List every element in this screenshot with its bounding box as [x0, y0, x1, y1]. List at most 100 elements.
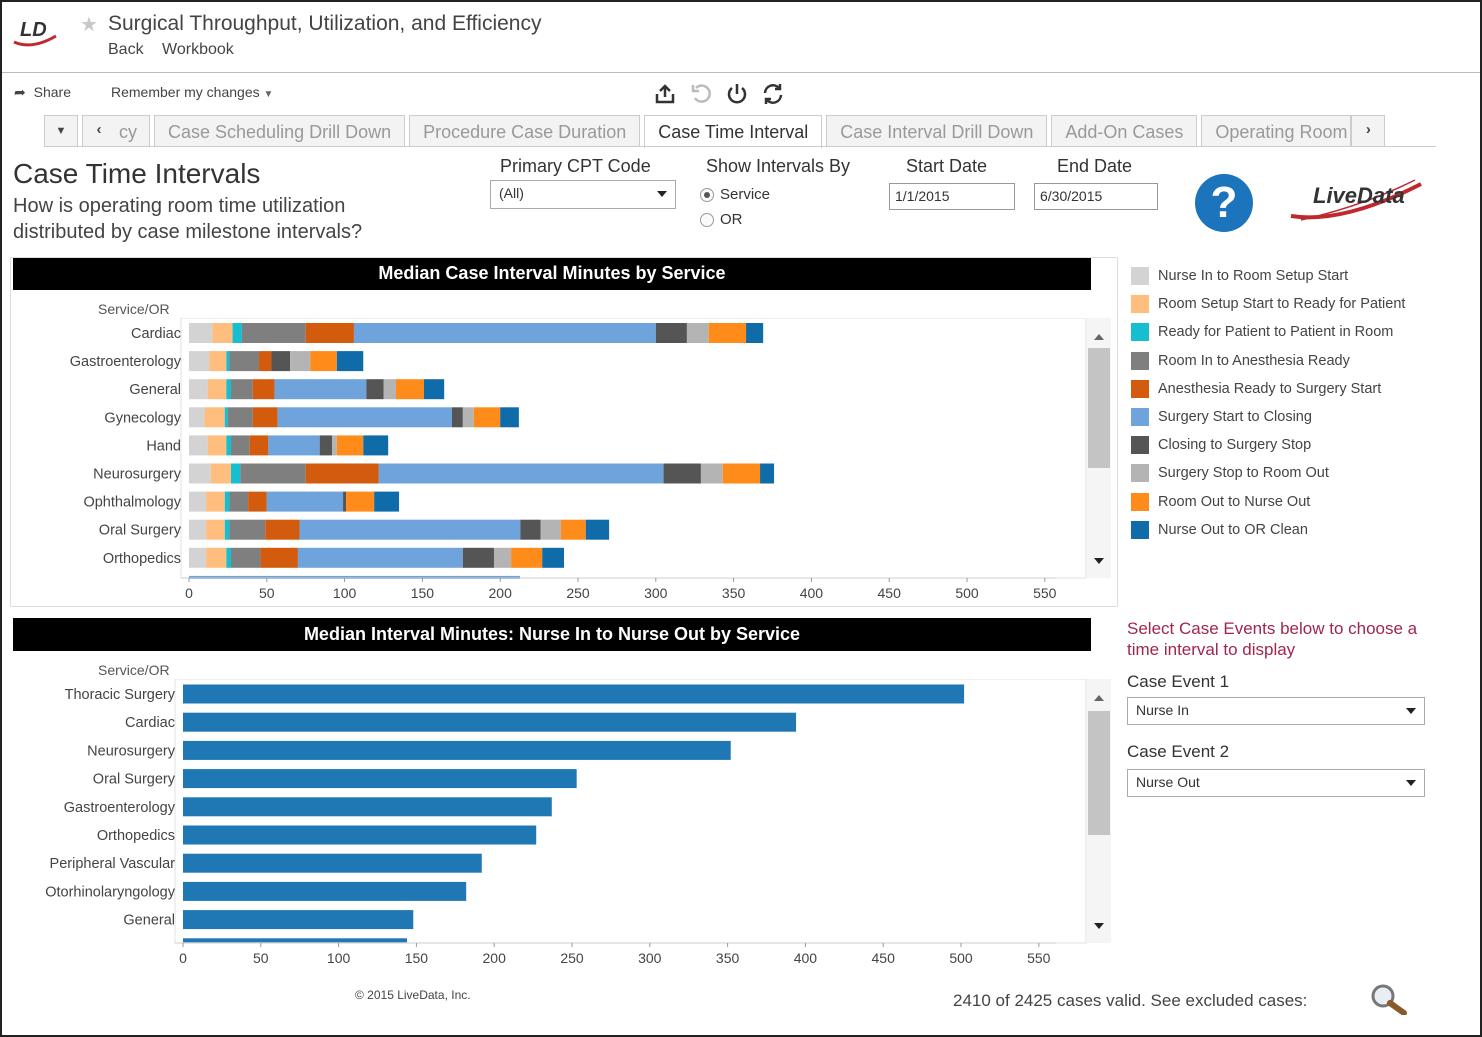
bar-segment[interactable]	[462, 547, 494, 568]
bar-segment[interactable]	[353, 323, 656, 343]
bar-segment[interactable]	[277, 407, 452, 428]
bar-segment[interactable]	[383, 379, 396, 400]
bar-segment[interactable]	[212, 323, 233, 343]
bar-segment[interactable]	[207, 435, 227, 456]
bar-segment[interactable]	[241, 323, 306, 343]
bar-segment[interactable]	[206, 547, 227, 568]
scrollbar-thumb[interactable]	[1088, 348, 1110, 468]
case-event-2-dropdown[interactable]: Nurse Out	[1127, 769, 1425, 797]
undo-icon[interactable]	[689, 82, 713, 106]
bar-segment[interactable]	[209, 351, 227, 372]
bar-segment[interactable]	[259, 351, 272, 372]
bar[interactable]	[183, 712, 797, 732]
legend-item[interactable]: Room Out to Nurse Out	[1131, 488, 1405, 516]
bar-segment[interactable]	[266, 491, 344, 512]
radio-or[interactable]: OR	[700, 211, 743, 228]
bar-segment[interactable]	[290, 351, 311, 372]
bar-segment[interactable]	[511, 547, 543, 568]
bar-segment[interactable]	[540, 519, 561, 540]
bar-segment[interactable]	[310, 351, 337, 372]
bar-segment[interactable]	[229, 351, 260, 372]
bar-segment[interactable]	[423, 379, 445, 400]
bar-segment[interactable]	[655, 323, 687, 343]
scroll-up-icon[interactable]	[1094, 334, 1104, 340]
bar-segment[interactable]	[722, 463, 761, 484]
bar-segment[interactable]	[542, 547, 564, 568]
bar-segment[interactable]	[462, 407, 474, 428]
bar-segment[interactable]	[700, 463, 723, 484]
scroll-down-icon[interactable]	[1094, 923, 1104, 929]
bar-segment[interactable]	[363, 435, 389, 456]
remember-changes-dropdown[interactable]: Remember my changes ▼	[111, 84, 273, 100]
bar-segment[interactable]	[210, 463, 232, 484]
legend-item[interactable]: Ready for Patient to Patient in Room	[1131, 318, 1405, 346]
bar-segment[interactable]	[260, 547, 298, 568]
bar-segment[interactable]	[297, 547, 463, 568]
bar-segment[interactable]	[206, 519, 225, 540]
bar-segment[interactable]	[189, 351, 210, 372]
bar-segment[interactable]	[271, 351, 291, 372]
tab-next-button[interactable]: ›	[1351, 115, 1386, 146]
start-date-input[interactable]: 1/1/2015	[889, 183, 1015, 210]
legend-item[interactable]: Nurse Out to OR Clean	[1131, 516, 1405, 544]
bar-segment[interactable]	[206, 491, 225, 512]
legend-item[interactable]: Nurse In to Room Setup Start	[1131, 262, 1405, 290]
bar[interactable]	[183, 740, 731, 760]
bar-segment[interactable]	[231, 379, 253, 400]
bar-segment[interactable]	[274, 379, 367, 400]
legend-item[interactable]: Room In to Anesthesia Ready	[1131, 347, 1405, 375]
bar-segment[interactable]	[305, 323, 354, 343]
bar-segment[interactable]	[207, 379, 227, 400]
back-link[interactable]: Back	[108, 41, 144, 58]
bar-segment[interactable]	[248, 491, 267, 512]
end-date-input[interactable]: 6/30/2015	[1034, 183, 1158, 210]
tab-operating-room[interactable]: Operating Room	[1201, 115, 1352, 146]
bar-segment[interactable]	[299, 519, 521, 540]
bar-segment[interactable]	[336, 435, 364, 456]
bar-segment[interactable]	[305, 463, 379, 484]
legend-item[interactable]: Surgery Stop to Room Out	[1131, 459, 1405, 487]
bar-segment[interactable]	[343, 491, 347, 512]
bar-segment[interactable]	[332, 435, 337, 456]
bar-segment[interactable]	[451, 407, 463, 428]
scroll-down-icon[interactable]	[1094, 558, 1104, 564]
tab-privacy[interactable]: cy	[115, 115, 150, 146]
bar-segment[interactable]	[229, 491, 249, 512]
legend-item[interactable]: Closing to Surgery Stop	[1131, 431, 1405, 459]
bar-segment[interactable]	[663, 463, 701, 484]
bar-segment[interactable]	[500, 407, 519, 428]
tab-case-interval-drill-down[interactable]: Case Interval Drill Down	[826, 115, 1048, 146]
bar-segment[interactable]	[374, 491, 400, 512]
bar-segment[interactable]	[378, 463, 664, 484]
tab-case-scheduling-drill-down[interactable]: Case Scheduling Drill Down	[154, 115, 406, 146]
revert-icon[interactable]	[725, 82, 749, 106]
bar-segment[interactable]	[746, 323, 764, 343]
scroll-up-icon[interactable]	[1094, 695, 1104, 701]
legend-item[interactable]: Room Setup Start to Ready for Patient	[1131, 290, 1405, 318]
bar-segment[interactable]	[232, 323, 242, 343]
bar-segment[interactable]	[226, 379, 232, 400]
bar-segment[interactable]	[224, 407, 228, 428]
share-button[interactable]: ➦ Share	[14, 84, 71, 101]
bar-segment[interactable]	[493, 547, 512, 568]
bar-segment[interactable]	[473, 407, 501, 428]
bar-segment[interactable]	[231, 547, 261, 568]
bar-segment[interactable]	[395, 379, 424, 400]
bar-segment[interactable]	[520, 519, 541, 540]
bar[interactable]	[183, 881, 467, 901]
bar-segment[interactable]	[231, 463, 241, 484]
bar-segment[interactable]	[189, 323, 213, 343]
bar-segment[interactable]	[224, 491, 230, 512]
bar-segment[interactable]	[268, 435, 320, 456]
cpt-code-dropdown[interactable]: (All)	[490, 180, 676, 209]
help-button[interactable]: ?	[1195, 174, 1253, 232]
bar-segment[interactable]	[189, 435, 208, 456]
bar-segment[interactable]	[319, 435, 333, 456]
bar-segment[interactable]	[249, 435, 269, 456]
bar-segment[interactable]	[560, 519, 586, 540]
bar-segment[interactable]	[686, 323, 709, 343]
bar-segment[interactable]	[226, 547, 232, 568]
bar-segment[interactable]	[760, 463, 775, 484]
bar[interactable]	[183, 853, 482, 873]
bar[interactable]	[183, 797, 552, 817]
